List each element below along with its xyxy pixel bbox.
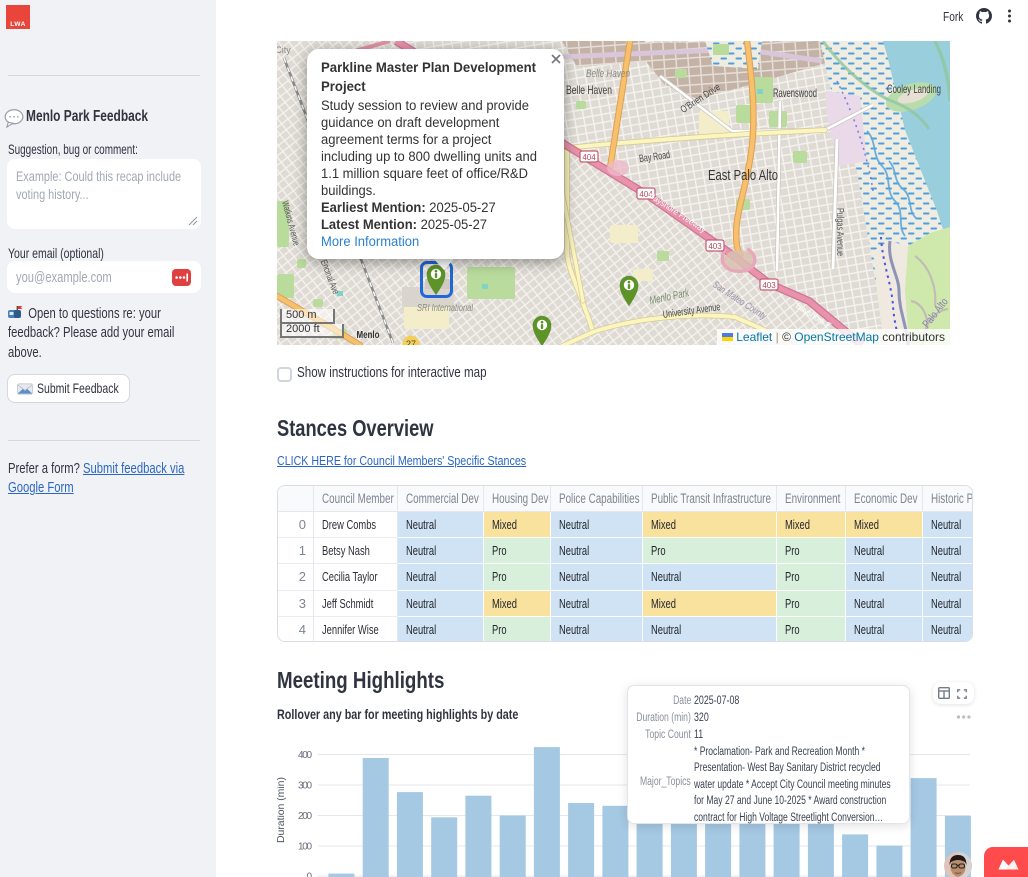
svg-text:400: 400 (298, 750, 312, 761)
svg-text:200: 200 (298, 811, 312, 822)
svg-text:403: 403 (708, 242, 722, 251)
svg-text:Belle Haven: Belle Haven (586, 68, 630, 80)
svg-text:27: 27 (406, 339, 416, 345)
svg-text:404: 404 (582, 153, 596, 162)
svg-text:300: 300 (298, 781, 312, 792)
svg-text:Bay Road: Bay Road (638, 149, 670, 165)
svg-text:City: City (277, 45, 291, 55)
svg-text:0: 0 (306, 872, 312, 877)
svg-text:404: 404 (639, 190, 653, 199)
svg-text:Pulgas Avenue: Pulgas Avenue (834, 208, 845, 256)
svg-text:East Palo Alto: East Palo Alto (708, 167, 778, 184)
svg-text:Cooley Landing: Cooley Landing (887, 82, 941, 96)
svg-text:Belle Haven: Belle Haven (566, 83, 612, 97)
svg-text:Menlo: Menlo (357, 330, 380, 341)
svg-text:100: 100 (298, 842, 312, 853)
svg-text:SRI International: SRI International (417, 303, 474, 314)
svg-text:Duration (min): Duration (min) (277, 777, 287, 843)
svg-text:403: 403 (762, 281, 776, 290)
svg-text:Ravenswood: Ravenswood (773, 86, 817, 100)
